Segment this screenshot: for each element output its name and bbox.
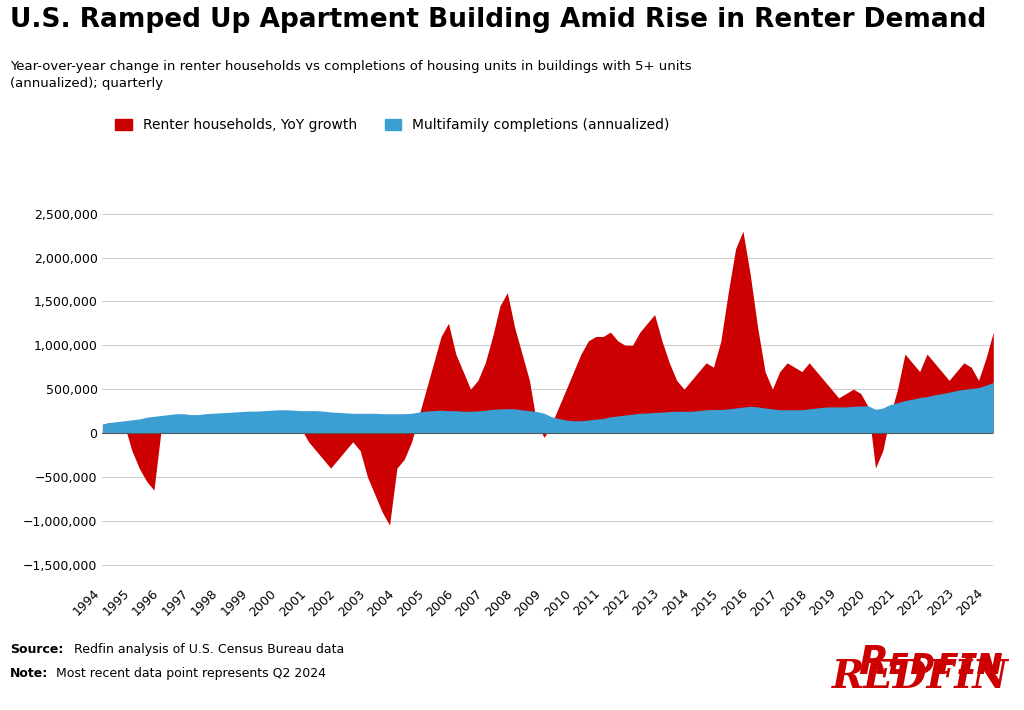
Text: Most recent data point represents Q2 2024: Most recent data point represents Q2 202… xyxy=(52,667,327,680)
Text: Source:: Source: xyxy=(10,643,63,655)
Legend: Renter households, YoY growth, Multifamily completions (annualized): Renter households, YoY growth, Multifami… xyxy=(110,113,675,138)
Text: Rᴇᴅғɪɴ: Rᴇᴅғɪɴ xyxy=(858,643,1004,682)
Text: REDFIN: REDFIN xyxy=(831,657,1009,696)
Text: Redfin analysis of U.S. Census Bureau data: Redfin analysis of U.S. Census Bureau da… xyxy=(70,643,344,655)
Text: Note:: Note: xyxy=(10,667,48,680)
Text: U.S. Ramped Up Apartment Building Amid Rise in Renter Demand: U.S. Ramped Up Apartment Building Amid R… xyxy=(10,7,986,33)
Text: Year-over-year change in renter households vs completions of housing units in bu: Year-over-year change in renter househol… xyxy=(10,60,692,90)
